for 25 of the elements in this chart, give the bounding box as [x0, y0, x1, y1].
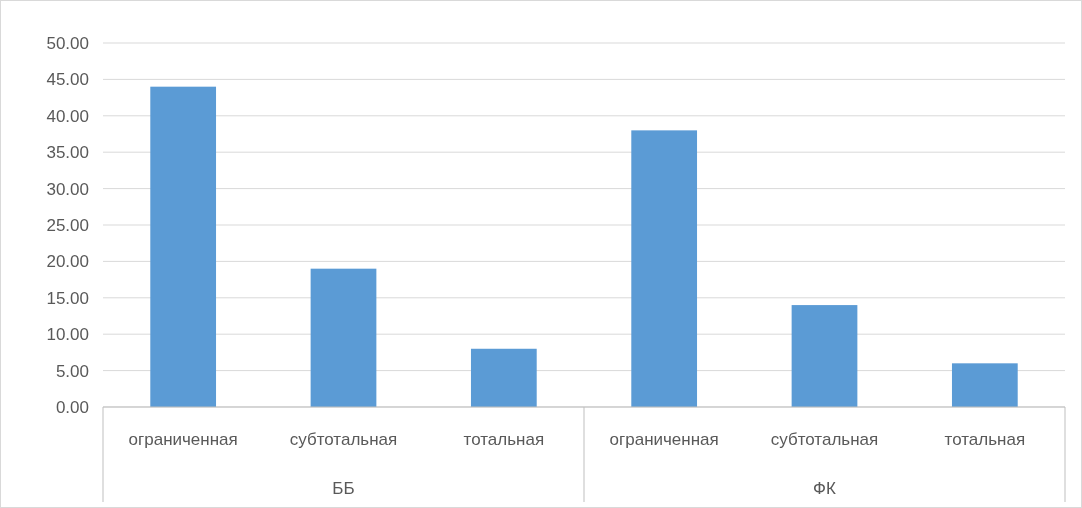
text: ФК — [813, 479, 837, 498]
y-tick-label: 40.00 — [46, 106, 89, 126]
x-tick-label: ограниченная — [128, 430, 238, 449]
y-tick-label: 10.00 — [46, 325, 89, 345]
text: ББ — [332, 479, 355, 498]
y-tick-label: 50.00 — [46, 33, 89, 53]
x-tick-label: тотальная — [944, 430, 1026, 449]
y-tick-label: 5.00 — [55, 361, 89, 381]
bar — [310, 268, 377, 407]
y-tick-label: 35.00 — [46, 143, 89, 163]
x-tick-label: субтотальная — [770, 430, 879, 449]
y-tick-label: 30.00 — [46, 179, 89, 199]
x-tick-label: субтотальная — [289, 430, 398, 449]
bar — [951, 363, 1018, 407]
x-tick-label: тотальная — [463, 430, 545, 449]
y-tick-label: 45.00 — [46, 70, 89, 90]
bar — [791, 305, 858, 407]
y-tick-label: 15.00 — [46, 288, 89, 308]
bar — [470, 348, 537, 407]
bar — [631, 130, 698, 407]
bar — [150, 86, 217, 407]
y-tick-label: 25.00 — [46, 215, 89, 235]
y-tick-label: 20.00 — [46, 252, 89, 272]
y-tick-label: 0.00 — [55, 397, 89, 417]
x-tick-label: ограниченная — [609, 430, 719, 449]
